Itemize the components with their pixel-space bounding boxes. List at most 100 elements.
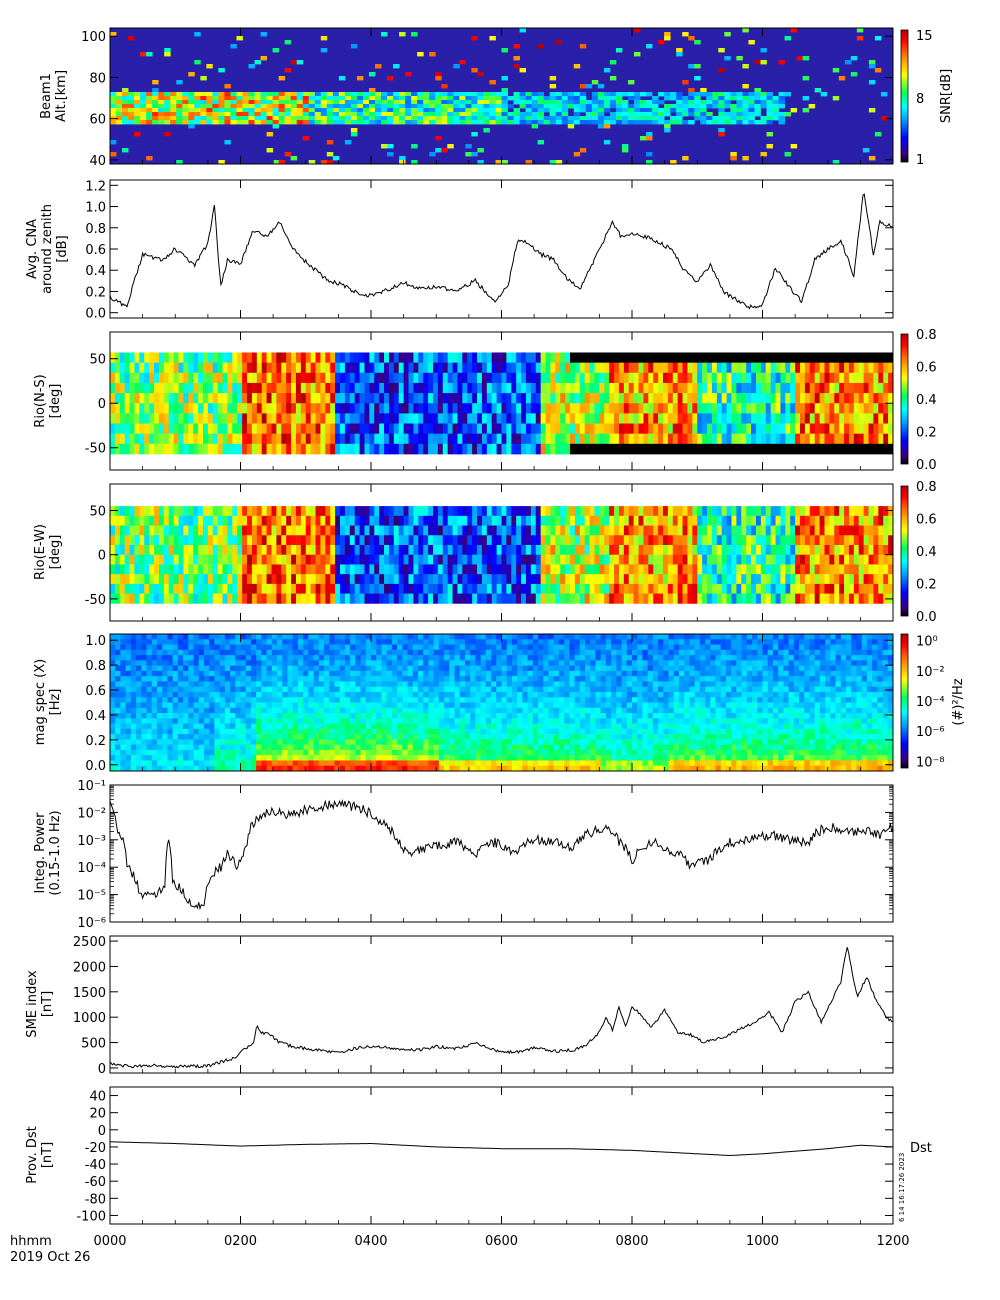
beam1-cell <box>549 112 557 117</box>
rio-ew-cell <box>320 544 326 556</box>
rio-ew-cell <box>384 506 390 517</box>
rio-ew-cell <box>858 535 865 546</box>
magspec-cell <box>162 728 168 735</box>
rio-ns-cell <box>677 352 683 364</box>
rio-ns-cell <box>643 403 649 414</box>
magspec-cell <box>125 713 132 719</box>
beam1-cell <box>224 84 231 89</box>
rio-ew-cell <box>770 593 776 604</box>
rio-ew-cell <box>888 554 894 565</box>
rio-ew-cell <box>873 593 879 604</box>
rio-ns-cell <box>604 423 610 435</box>
beam1-cell <box>368 112 376 117</box>
rio-ew-cell <box>868 544 874 556</box>
rio-ns-cell <box>477 372 483 384</box>
rio-ns-cell <box>217 362 223 374</box>
rio-ns-cell <box>403 352 409 364</box>
rio-ns-cell <box>467 433 473 445</box>
rio-ew-cell <box>247 535 253 546</box>
beam1-cell <box>308 96 316 101</box>
rio-ns-cell <box>496 423 502 435</box>
beam1-cell <box>700 108 707 113</box>
rio-ew-cell <box>819 574 825 585</box>
rio-ew-cell <box>271 506 277 517</box>
rio-ew-cell <box>256 593 263 604</box>
beam1-cell <box>272 116 280 121</box>
beam1-cell <box>110 108 117 113</box>
rio-ns-cell <box>804 372 811 384</box>
beam1-cell <box>561 116 569 121</box>
rio-ew-cell <box>212 554 219 565</box>
rio-ns-cell <box>878 372 884 384</box>
rio-ew-cell <box>658 525 664 536</box>
rio-ns-cell <box>384 423 390 435</box>
magspec-cell <box>120 676 127 682</box>
rio-ew-cell <box>154 544 160 556</box>
rio-ew-cell <box>731 544 737 556</box>
rio-ns-cell <box>535 443 542 455</box>
beam1-cell <box>140 120 147 125</box>
rio-ns-cell <box>711 403 718 414</box>
beam1-cell <box>567 100 575 105</box>
rio-ew-cell <box>266 506 272 517</box>
rio-ew-cell <box>623 583 630 594</box>
rio-ns-cell <box>697 393 703 404</box>
rio-ew-cell <box>114 583 121 594</box>
magspec-cell <box>230 686 236 693</box>
rio-ew-cell <box>340 544 346 556</box>
magspec-cell <box>120 713 127 719</box>
rio-ns-cell <box>853 372 860 384</box>
rio-ew-cell <box>379 583 385 594</box>
magspec-cell <box>198 749 205 756</box>
rio-ew-cell <box>540 593 546 604</box>
rio-ns-cell <box>653 372 659 384</box>
rio-ns-cell <box>809 393 816 404</box>
rio-ns-cell <box>158 393 165 404</box>
beam1-cell <box>290 92 298 97</box>
rio-ns-cell <box>687 443 693 455</box>
rio-ns-cell <box>711 362 718 374</box>
rio-ns-cell <box>247 372 253 384</box>
rio-ns-cell <box>883 362 889 374</box>
magspec-cell <box>141 723 147 730</box>
rio-ns-cell <box>560 423 566 435</box>
beam1-cell <box>718 92 725 97</box>
beam1-cell <box>116 108 123 113</box>
rio-ns-cell <box>555 362 561 374</box>
rio-ew-cell <box>579 515 586 526</box>
magspec-cell <box>183 644 189 651</box>
beam1-cell <box>477 92 484 97</box>
rio-ew-cell <box>726 593 732 604</box>
rio-ns-cell <box>716 362 723 374</box>
rio-ns-cell <box>878 403 884 414</box>
rio-ew-cell <box>765 506 772 517</box>
rio-ns-cell <box>550 443 556 455</box>
magspec-cell <box>198 649 205 656</box>
rio-ns-cell <box>883 443 889 455</box>
rio-ew-cell <box>144 554 150 565</box>
rio-ew-cell <box>702 506 708 517</box>
rio-ns-cell <box>609 433 615 445</box>
beam1-cell <box>694 96 701 101</box>
rio-ew-cell <box>261 506 267 517</box>
rio-ns-cell <box>824 403 830 414</box>
rio-ns-cell <box>824 352 830 364</box>
rio-ns-cell <box>511 393 517 404</box>
rio-ns-cell <box>521 433 527 445</box>
rio-ew-cell <box>286 583 292 594</box>
rio-ew-cell <box>516 544 522 556</box>
rio-ns-cell <box>437 413 444 424</box>
beam1-cell <box>796 56 804 61</box>
rio-ew-cell <box>511 515 517 526</box>
rio-ew-cell <box>711 554 718 565</box>
rio-ew-cell <box>222 515 228 526</box>
rio-ew-cell <box>594 554 600 565</box>
magspec-cell <box>136 676 142 682</box>
rio-ns-cell <box>540 403 546 414</box>
rio-ew-cell <box>266 583 272 594</box>
rio-ns-cell <box>697 423 703 435</box>
rio-ns-cell <box>163 352 170 364</box>
rio-ns-cell <box>114 382 121 394</box>
rio-ew-cell <box>359 506 365 517</box>
rio-ns-cell <box>888 423 894 435</box>
